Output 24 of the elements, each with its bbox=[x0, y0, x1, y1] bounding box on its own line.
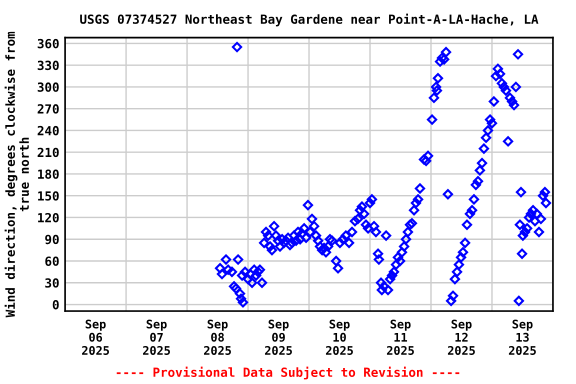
y-tick-label: 30 bbox=[45, 278, 59, 288]
y-tick-label: 270 bbox=[38, 104, 59, 114]
x-tick-label: Sep 11 2025 bbox=[386, 320, 414, 355]
x-tick-label: Sep 12 2025 bbox=[448, 320, 475, 355]
y-tick-label: 360 bbox=[38, 38, 59, 48]
x-tick-label: Sep 09 2025 bbox=[264, 320, 292, 355]
x-tick-label: Sep 08 2025 bbox=[204, 320, 231, 355]
x-tick-label: Sep 07 2025 bbox=[143, 320, 170, 355]
x-tick-label: Sep 10 2025 bbox=[326, 320, 353, 355]
y-tick-label: 330 bbox=[38, 60, 59, 70]
y-tick-label: 210 bbox=[38, 148, 59, 158]
x-tick-label: Sep 06 2025 bbox=[82, 320, 109, 355]
y-tick-label: 90 bbox=[45, 234, 59, 244]
y-axis-title: Wind direction, degrees clockwise from true north bbox=[4, 32, 29, 318]
x-tick-label: Sep 13 2025 bbox=[508, 320, 536, 355]
y-tick-label: 150 bbox=[38, 191, 59, 201]
y-tick-label: 0 bbox=[52, 300, 59, 310]
y-tick-label: 60 bbox=[45, 256, 59, 266]
chart-title: USGS 07374527 Northeast Bay Gardene near Point-A-LA-Hache, LA bbox=[80, 14, 538, 26]
y-tick-label: 240 bbox=[38, 126, 59, 136]
y-tick-label: 180 bbox=[38, 169, 59, 179]
text: ---- Provisional Data Subject to Revision ---- bbox=[116, 366, 460, 380]
y-tick-label: 120 bbox=[38, 212, 59, 222]
y-tick-label: 300 bbox=[38, 82, 59, 92]
